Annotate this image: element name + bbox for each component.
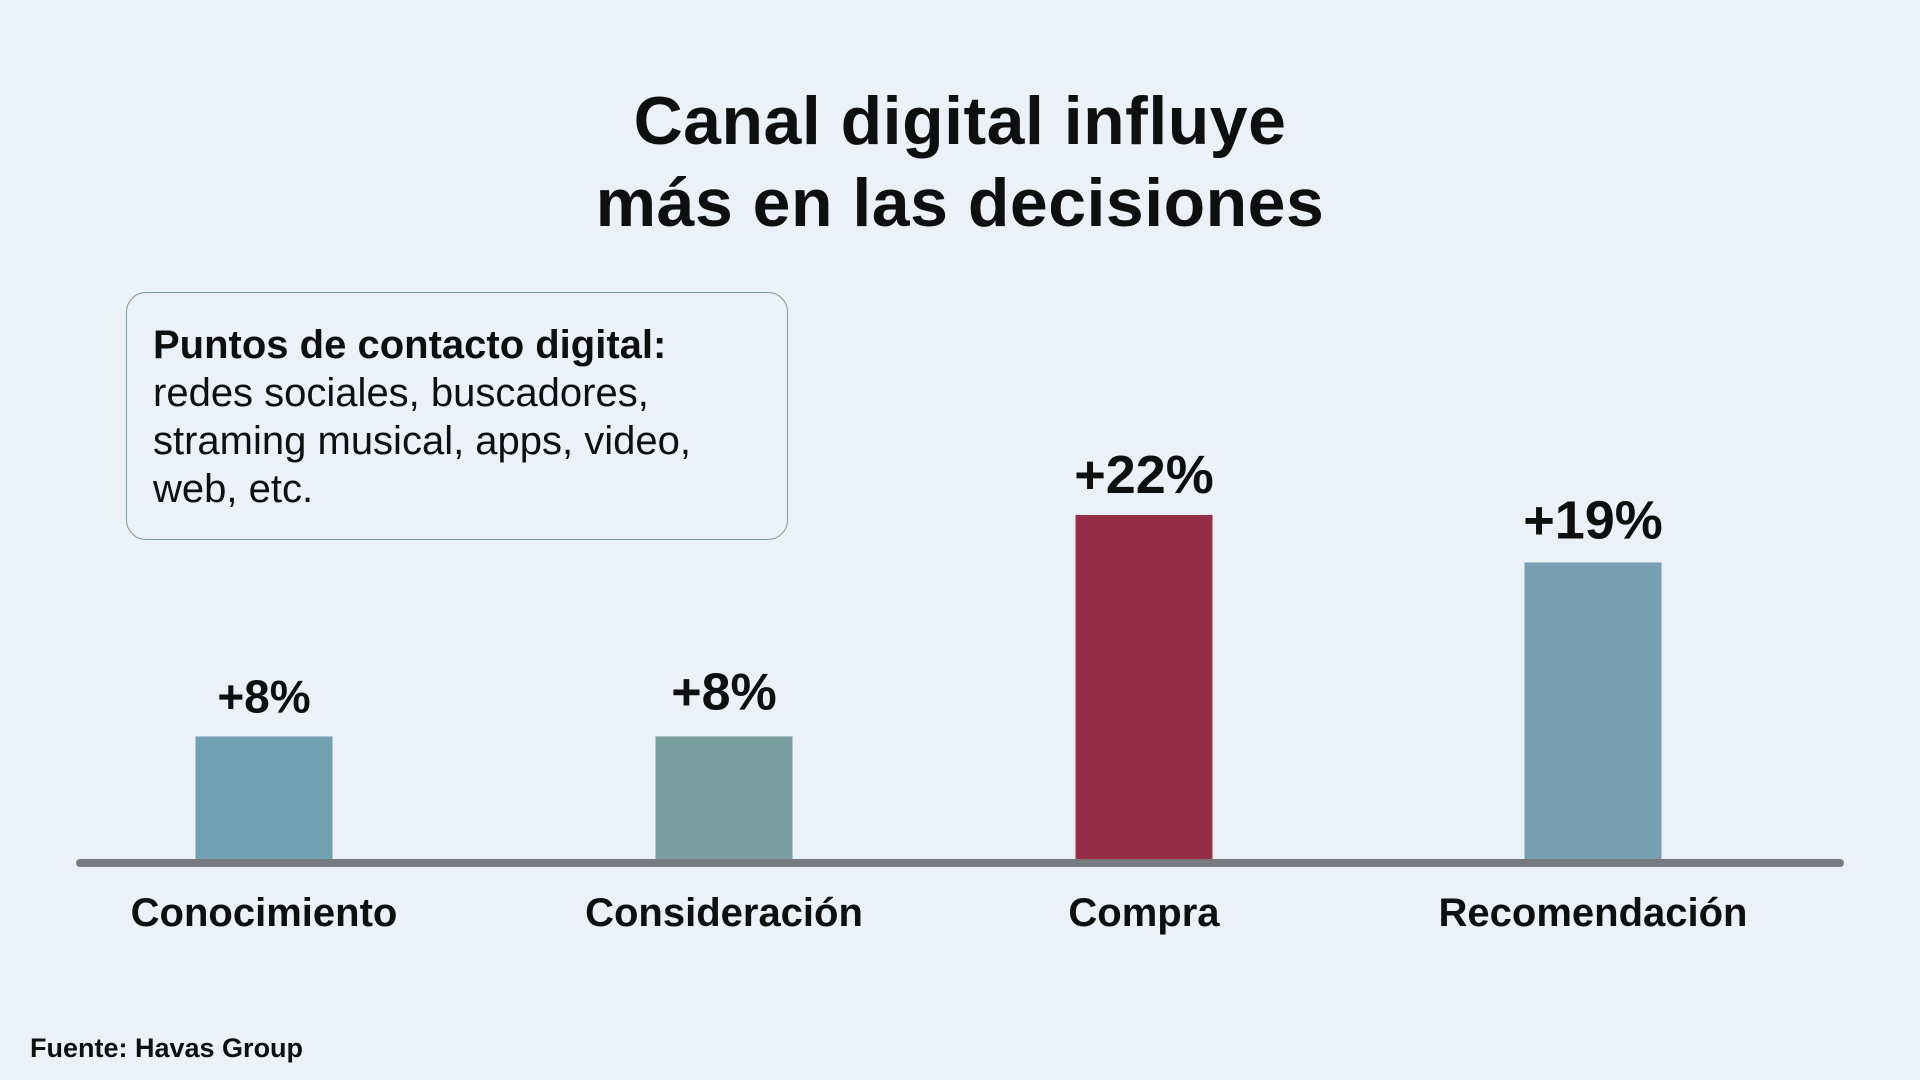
category-label-compra: Compra	[1068, 891, 1220, 935]
bar-recomendacion	[1524, 562, 1662, 863]
note-heading: Puntos de contacto digital:	[153, 323, 667, 367]
value-labels-group: +8% +8% +22% +19%	[217, 445, 1662, 722]
value-label-recomendacion: +19%	[1523, 490, 1663, 550]
bar-compra	[1075, 515, 1213, 863]
category-label-consideracion: Consideración	[585, 891, 863, 935]
value-label-consideracion: +8%	[671, 663, 777, 721]
category-label-recomendacion: Recomendación	[1439, 891, 1748, 935]
category-label-conocimiento: Conocimiento	[131, 891, 398, 935]
chart-title: Canal digital influye más en las decisio…	[0, 80, 1920, 244]
category-labels-group: Conocimiento Consideración Compra Recomenda…	[131, 891, 1748, 935]
note-box: Puntos de contacto digital: redes social…	[126, 292, 788, 540]
value-label-conocimiento: +8%	[217, 670, 310, 722]
bars-group	[195, 515, 1662, 863]
bar-consideracion	[655, 736, 793, 863]
bar-conocimiento	[195, 736, 333, 863]
chart-title-line-1: Canal digital influye	[633, 83, 1287, 159]
chart-title-line-2: más en las decisiones	[595, 165, 1325, 241]
source-note: Fuente: Havas Group	[30, 1033, 304, 1063]
value-label-compra: +22%	[1074, 445, 1214, 505]
note-body: redes sociales, buscadores, straming mus…	[153, 371, 692, 511]
